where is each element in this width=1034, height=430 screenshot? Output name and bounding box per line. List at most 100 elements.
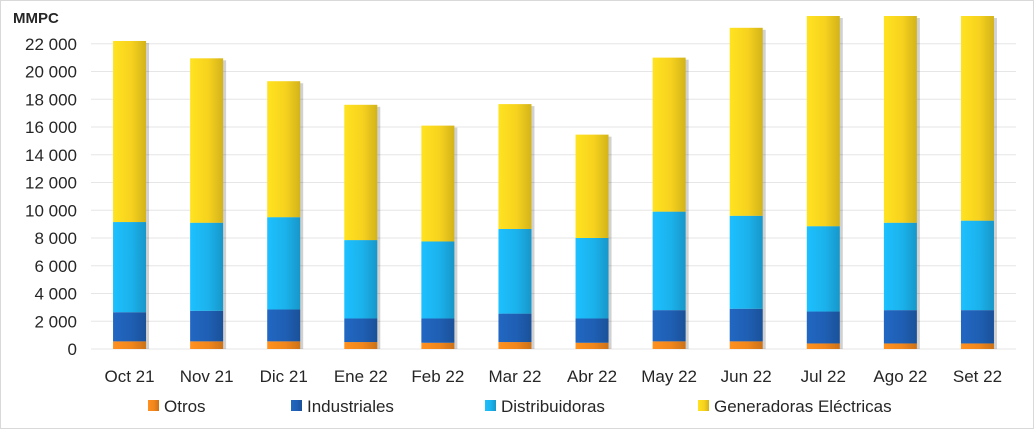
bar-segment xyxy=(960,16,994,221)
bar-segment xyxy=(883,343,917,349)
x-tick-label: Set 22 xyxy=(953,367,1002,386)
bar-segment xyxy=(267,341,301,349)
x-tick-label: Jun 22 xyxy=(721,367,772,386)
bar-segment xyxy=(113,222,147,313)
x-tick-label: Ago 22 xyxy=(873,367,927,386)
legend-swatch xyxy=(485,400,496,411)
bar-segment xyxy=(498,104,532,229)
bar-stack xyxy=(960,16,997,349)
bar-segment xyxy=(883,222,917,311)
bar-segment xyxy=(344,318,378,343)
bar-segment xyxy=(806,311,840,344)
x-axis-ticks: Oct 21 Nov 21 Dic 21 Ene 22 Feb 22 Mar 22 Abr … xyxy=(104,367,1002,386)
x-tick-label: Oct 21 xyxy=(104,367,154,386)
bar-segment xyxy=(498,228,532,314)
legend-swatch xyxy=(291,400,302,411)
bar-segment xyxy=(344,240,378,319)
bar-segment xyxy=(267,81,301,218)
bar-segment xyxy=(883,16,917,223)
bar-segment xyxy=(883,310,917,344)
bar-segment xyxy=(267,217,301,310)
bar-segment xyxy=(498,313,532,343)
x-tick-label: Jul 22 xyxy=(801,367,846,386)
bar-segment xyxy=(344,342,378,349)
bar-segment xyxy=(190,222,224,311)
legend-item: Industriales xyxy=(291,397,394,416)
bar-segment xyxy=(729,27,763,216)
bar-segment xyxy=(344,104,378,241)
bar-stack xyxy=(267,81,304,350)
y-tick-label: 22 000 xyxy=(25,35,77,54)
y-tick-label: 8 000 xyxy=(34,229,77,248)
bar-segment xyxy=(729,215,763,309)
bar-segment xyxy=(729,308,763,342)
bar-segment xyxy=(652,341,686,349)
bar-segment xyxy=(421,125,455,242)
bar-segment xyxy=(575,318,609,343)
legend: Otros Industriales Distribuidoras Generador… xyxy=(148,397,892,416)
y-axis-unit-label: MMPC xyxy=(13,10,59,27)
bars xyxy=(113,16,997,350)
bar-stack xyxy=(498,104,535,349)
bar-segment xyxy=(113,341,147,349)
y-tick-label: 14 000 xyxy=(25,146,77,165)
x-tick-label: Mar 22 xyxy=(488,367,541,386)
legend-item: Otros xyxy=(148,397,206,416)
bar-stack xyxy=(729,27,766,349)
legend-label: Otros xyxy=(164,397,206,416)
y-tick-label: 12 000 xyxy=(25,174,77,193)
bar-segment xyxy=(421,241,455,319)
x-tick-label: Feb 22 xyxy=(411,367,464,386)
y-axis-ticks: 0 2 000 4 000 6 000 8 000 10 000 12 000 14 000 1… xyxy=(25,35,77,359)
x-tick-label: Nov 21 xyxy=(180,367,234,386)
y-tick-label: 4 000 xyxy=(34,285,77,304)
legend-label: Distribuidoras xyxy=(501,397,605,416)
bar-segment xyxy=(190,341,224,349)
legend-label: Generadoras Eléctricas xyxy=(714,397,892,416)
bar-stack xyxy=(575,134,612,349)
bar-segment xyxy=(421,342,455,349)
legend-item: Distribuidoras xyxy=(485,397,605,416)
bar-stack xyxy=(806,16,843,349)
bar-segment xyxy=(113,40,147,223)
bar-segment xyxy=(190,58,224,223)
bar-segment xyxy=(421,318,455,343)
legend-label: Industriales xyxy=(307,397,394,416)
bar-segment xyxy=(498,342,532,349)
bar-segment xyxy=(190,310,224,342)
bar-segment xyxy=(575,342,609,349)
bar-stack xyxy=(883,16,920,349)
bar-stack xyxy=(344,104,381,349)
bar-segment xyxy=(575,134,609,238)
y-tick-label: 18 000 xyxy=(25,90,77,109)
y-tick-label: 0 xyxy=(68,340,77,359)
bar-stack xyxy=(190,58,227,349)
y-tick-label: 10 000 xyxy=(25,201,77,220)
bar-segment xyxy=(267,309,301,342)
bar-segment xyxy=(652,211,686,311)
bar-segment xyxy=(652,310,686,342)
bar-segment xyxy=(960,343,994,349)
legend-swatch xyxy=(148,400,159,411)
x-tick-label: Dic 21 xyxy=(260,367,308,386)
bar-segment xyxy=(729,341,763,349)
bar-stack xyxy=(652,57,689,349)
x-tick-label: May 22 xyxy=(641,367,697,386)
legend-item: Generadoras Eléctricas xyxy=(698,397,892,416)
y-tick-label: 6 000 xyxy=(34,257,77,276)
x-tick-label: Abr 22 xyxy=(567,367,617,386)
bar-segment xyxy=(652,57,686,212)
bar-stack xyxy=(421,125,458,349)
bar-segment xyxy=(960,310,994,344)
bar-segment xyxy=(806,16,840,227)
x-tick-label: Ene 22 xyxy=(334,367,388,386)
bar-segment xyxy=(575,238,609,319)
y-tick-label: 20 000 xyxy=(25,63,77,82)
gridlines xyxy=(91,43,1016,350)
bar-stack xyxy=(113,40,150,349)
y-tick-label: 16 000 xyxy=(25,118,77,137)
bar-segment xyxy=(960,220,994,311)
y-tick-label: 2 000 xyxy=(34,312,77,331)
